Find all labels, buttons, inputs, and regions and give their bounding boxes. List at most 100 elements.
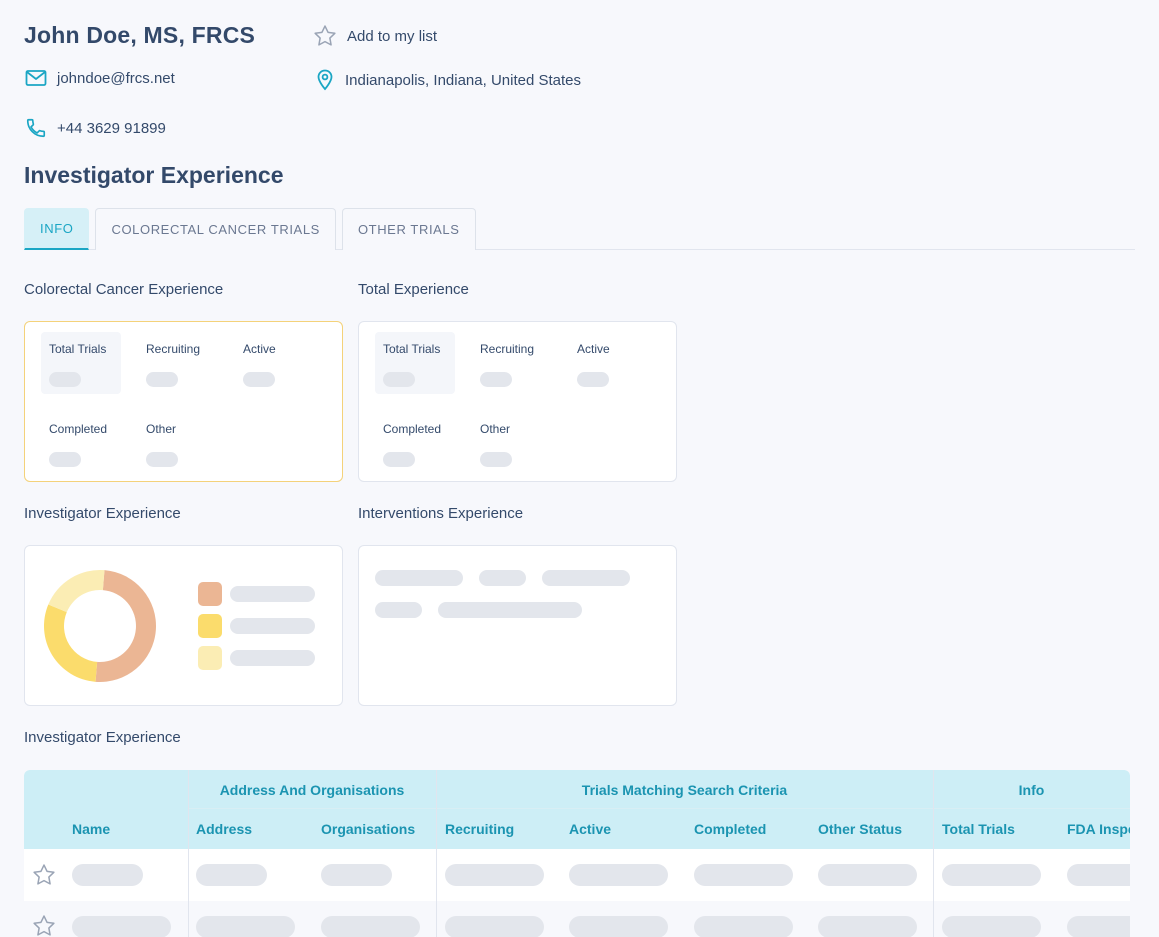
col-fda-inspections[interactable]: FDA Inspe bbox=[1067, 821, 1130, 837]
legend-label-skeleton bbox=[230, 650, 315, 666]
stat-label: Other bbox=[146, 422, 177, 436]
mail-icon bbox=[25, 70, 47, 86]
interventions-experience-card bbox=[358, 545, 677, 706]
cell-skeleton bbox=[694, 864, 793, 886]
tab-bar: INFO COLORECTAL CANCER TRIALS OTHER TRIA… bbox=[24, 208, 1135, 250]
cell-skeleton bbox=[942, 864, 1041, 886]
legend-label-skeleton bbox=[230, 586, 315, 602]
email-text[interactable]: johndoe@frcs.net bbox=[57, 69, 175, 87]
header-divider bbox=[188, 808, 1130, 809]
col-address[interactable]: Address bbox=[196, 821, 253, 837]
phone-contact[interactable]: +44 3629 91899 bbox=[25, 117, 166, 139]
cell-skeleton bbox=[445, 864, 544, 886]
stat-value-skeleton bbox=[577, 372, 609, 387]
star-icon[interactable] bbox=[31, 913, 57, 937]
col-completed[interactable]: Completed bbox=[694, 821, 767, 837]
investigator-experience-card bbox=[24, 545, 343, 706]
stat-value-skeleton bbox=[49, 372, 81, 387]
interventions-experience-title: Interventions Experience bbox=[358, 505, 524, 522]
legend-label-skeleton bbox=[230, 618, 315, 634]
intervention-tag-skeleton bbox=[438, 602, 582, 618]
donut-segment bbox=[95, 570, 156, 682]
stat-label: Completed bbox=[49, 422, 108, 436]
stat-label: Completed bbox=[383, 422, 442, 436]
stat-value-skeleton bbox=[146, 452, 178, 467]
legend-swatch bbox=[198, 614, 222, 638]
stat-completed[interactable]: Completed bbox=[375, 412, 455, 474]
group-trials-matching: Trials Matching Search Criteria bbox=[581, 782, 788, 798]
star-icon[interactable] bbox=[31, 862, 57, 888]
total-experience-card: Total Trials Recruiting Active Completed… bbox=[358, 321, 677, 482]
cell-skeleton bbox=[1067, 916, 1130, 937]
email-contact[interactable]: johndoe@frcs.net bbox=[25, 69, 175, 87]
cell-skeleton bbox=[72, 916, 171, 937]
cell-skeleton bbox=[818, 916, 917, 937]
section-title: Investigator Experience bbox=[24, 162, 284, 188]
map-pin-icon bbox=[317, 69, 333, 91]
stat-value-skeleton bbox=[480, 452, 512, 467]
stat-active[interactable]: Active bbox=[235, 332, 315, 394]
cell-skeleton bbox=[196, 916, 295, 937]
tab-other-trials[interactable]: OTHER TRIALS bbox=[341, 208, 476, 250]
donut-chart bbox=[44, 570, 156, 682]
stat-total-trials[interactable]: Total Trials bbox=[41, 332, 121, 394]
investigator-experience-title: Investigator Experience bbox=[24, 505, 181, 522]
stat-label: Recruiting bbox=[480, 342, 535, 356]
donut-segments bbox=[44, 570, 156, 682]
location-contact: Indianapolis, Indiana, United States bbox=[315, 69, 581, 91]
stat-recruiting[interactable]: Recruiting bbox=[472, 332, 552, 394]
legend-swatch bbox=[198, 646, 222, 670]
cell-skeleton bbox=[72, 864, 143, 886]
donut-segment bbox=[44, 604, 98, 682]
investigator-table: Address And Organisations Trials Matchin… bbox=[24, 770, 1130, 937]
stat-completed[interactable]: Completed bbox=[41, 412, 121, 474]
tab-info[interactable]: INFO bbox=[24, 208, 90, 250]
intervention-tag-skeleton bbox=[375, 570, 463, 586]
phone-text[interactable]: +44 3629 91899 bbox=[57, 119, 166, 137]
intervention-tag-skeleton bbox=[542, 570, 630, 586]
stat-recruiting[interactable]: Recruiting bbox=[138, 332, 218, 394]
phone-icon bbox=[26, 118, 46, 138]
stat-value-skeleton bbox=[383, 372, 415, 387]
stat-other[interactable]: Other bbox=[472, 412, 552, 474]
col-total-trials[interactable]: Total Trials bbox=[942, 821, 1015, 837]
stat-label: Other bbox=[480, 422, 511, 436]
cell-skeleton bbox=[321, 916, 420, 937]
stat-value-skeleton bbox=[243, 372, 275, 387]
col-name[interactable]: Name bbox=[72, 821, 111, 837]
cell-skeleton bbox=[1067, 864, 1130, 886]
total-experience-title: Total Experience bbox=[358, 281, 469, 298]
colorectal-experience-card: Total Trials Recruiting Active Completed… bbox=[24, 321, 343, 482]
stat-value-skeleton bbox=[480, 372, 512, 387]
intervention-tag-skeleton bbox=[479, 570, 526, 586]
cell-skeleton bbox=[321, 864, 392, 886]
add-to-list-button[interactable]: Add to my list bbox=[312, 23, 437, 49]
column-divider bbox=[436, 770, 437, 937]
legend-swatch bbox=[198, 582, 222, 606]
group-address-organisations: Address And Organisations bbox=[219, 782, 405, 798]
col-other-status[interactable]: Other Status bbox=[818, 821, 903, 837]
cell-skeleton bbox=[196, 864, 267, 886]
stat-label: Total Trials bbox=[49, 342, 107, 356]
col-active[interactable]: Active bbox=[569, 821, 612, 837]
donut-segment bbox=[48, 570, 105, 613]
stat-other[interactable]: Other bbox=[138, 412, 218, 474]
stat-label: Active bbox=[243, 342, 276, 356]
stat-value-skeleton bbox=[383, 452, 415, 467]
tab-colorectal-cancer-trials[interactable]: COLORECTAL CANCER TRIALS bbox=[95, 208, 336, 250]
stat-active[interactable]: Active bbox=[569, 332, 649, 394]
investigator-name: John Doe, MS, FRCS bbox=[24, 22, 256, 48]
col-recruiting[interactable]: Recruiting bbox=[445, 821, 515, 837]
stat-label: Recruiting bbox=[146, 342, 201, 356]
cell-skeleton bbox=[942, 916, 1041, 937]
cell-skeleton bbox=[569, 864, 668, 886]
table-header: Address And Organisations Trials Matchin… bbox=[24, 770, 1130, 849]
star-icon bbox=[314, 25, 336, 46]
table-title: Investigator Experience bbox=[24, 729, 181, 746]
intervention-tag-skeleton bbox=[375, 602, 422, 618]
stat-label: Total Trials bbox=[383, 342, 441, 356]
col-organisations[interactable]: Organisations bbox=[321, 821, 416, 837]
stat-total-trials[interactable]: Total Trials bbox=[375, 332, 455, 394]
cell-skeleton bbox=[569, 916, 668, 937]
add-to-list-label: Add to my list bbox=[347, 27, 438, 45]
